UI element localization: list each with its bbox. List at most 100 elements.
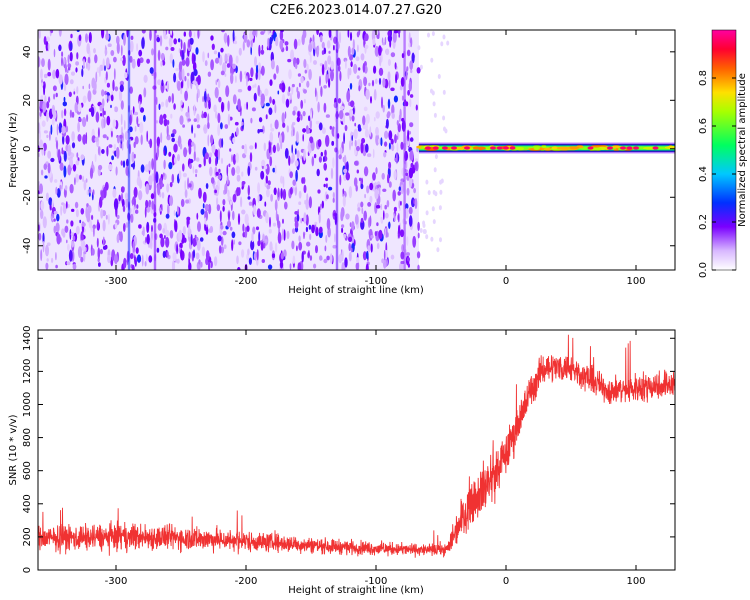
- noise-cell: [329, 253, 333, 264]
- noise-cell: [284, 111, 287, 119]
- noise-cell: [296, 150, 300, 160]
- noise-cell: [200, 208, 205, 215]
- noise-cell: [195, 47, 199, 55]
- noise-cell: [198, 187, 202, 199]
- noise-cell: [201, 246, 206, 257]
- noise-cell: [145, 253, 148, 262]
- noise-cell: [178, 229, 183, 242]
- noise-cell: [173, 38, 177, 45]
- noise-cell: [422, 220, 426, 226]
- noise-cell: [148, 160, 152, 171]
- noise-cell: [270, 127, 275, 132]
- noise-cell: [266, 188, 270, 198]
- colorbar-tick-label: 0.2: [698, 214, 709, 230]
- y-tick-label: 800: [22, 428, 33, 447]
- noise-cell: [232, 193, 237, 203]
- noise-cell: [375, 111, 380, 119]
- noise-cell: [46, 242, 51, 246]
- noise-streak: [335, 30, 339, 270]
- noise-cell: [328, 78, 331, 88]
- noise-cell: [439, 237, 442, 243]
- noise-cell: [388, 161, 392, 170]
- noise-cell: [97, 146, 101, 156]
- noise-cell: [405, 160, 408, 169]
- noise-cell: [298, 235, 301, 242]
- noise-cell: [75, 225, 80, 235]
- noise-cell: [303, 231, 305, 240]
- noise-cell: [194, 169, 198, 174]
- noise-cell: [256, 249, 259, 261]
- noise-cell: [269, 131, 274, 143]
- noise-cell: [268, 228, 272, 234]
- noise-cell: [178, 170, 182, 180]
- noise-cell: [133, 111, 139, 116]
- noise-cell: [263, 242, 266, 249]
- noise-cell: [374, 45, 379, 57]
- noise-cell: [315, 245, 318, 254]
- noise-cell: [204, 223, 207, 231]
- noise-cell: [166, 119, 170, 126]
- noise-cell: [80, 256, 84, 263]
- noise-cell: [39, 183, 43, 194]
- noise-cell: [222, 205, 225, 212]
- noise-cell: [393, 95, 398, 103]
- noise-cell: [138, 190, 143, 201]
- noise-cell: [306, 63, 309, 73]
- noise-cell: [433, 167, 437, 173]
- noise-cell: [224, 183, 228, 195]
- noise-cell: [355, 56, 360, 62]
- noise-streak: [127, 30, 131, 270]
- noise-cell: [364, 193, 366, 199]
- noise-cell: [310, 110, 312, 121]
- noise-cell: [217, 112, 221, 124]
- noise-cell: [197, 30, 200, 39]
- noise-cell: [114, 106, 119, 113]
- noise-cell: [409, 150, 414, 161]
- noise-cell: [63, 165, 67, 178]
- noise-cell: [309, 136, 314, 144]
- noise-cell: [210, 261, 213, 269]
- noise-cell: [396, 120, 399, 126]
- noise-cell: [408, 167, 414, 179]
- noise-cell: [228, 211, 230, 221]
- noise-cell: [274, 199, 278, 211]
- noise-cell: [393, 213, 396, 222]
- noise-cell: [116, 214, 120, 220]
- noise-cell: [241, 145, 245, 150]
- noise-cell: [120, 113, 123, 126]
- noise-cell: [134, 125, 137, 132]
- noise-cell: [90, 106, 95, 117]
- noise-cell: [45, 244, 49, 257]
- noise-cell: [406, 236, 409, 246]
- noise-cell: [350, 61, 353, 68]
- noise-cell: [177, 154, 180, 162]
- noise-cell: [55, 68, 60, 79]
- noise-cell: [305, 226, 308, 233]
- noise-cell: [300, 99, 304, 109]
- noise-cell: [262, 125, 265, 134]
- noise-cell: [351, 221, 355, 231]
- noise-cell: [85, 178, 88, 183]
- noise-cell: [187, 177, 190, 190]
- noise-cell: [85, 33, 88, 43]
- noise-cell: [125, 222, 129, 228]
- noise-cell: [48, 197, 53, 206]
- noise-cell: [185, 57, 190, 67]
- noise-cell: [427, 32, 430, 38]
- noise-cell: [241, 249, 245, 258]
- noise-cell: [71, 71, 75, 76]
- y-tick-label: 0: [22, 567, 33, 573]
- noise-cell: [260, 31, 265, 35]
- noise-cell: [378, 77, 382, 85]
- noise-cell: [207, 52, 210, 59]
- noise-cell: [180, 81, 184, 89]
- noise-cell: [350, 247, 353, 253]
- noise-cell: [302, 128, 307, 133]
- noise-cell: [378, 67, 384, 76]
- noise-cell: [286, 230, 290, 240]
- noise-cell: [161, 79, 164, 87]
- noise-cell: [261, 65, 265, 76]
- noise-cell: [75, 160, 80, 166]
- noise-cell: [160, 101, 165, 108]
